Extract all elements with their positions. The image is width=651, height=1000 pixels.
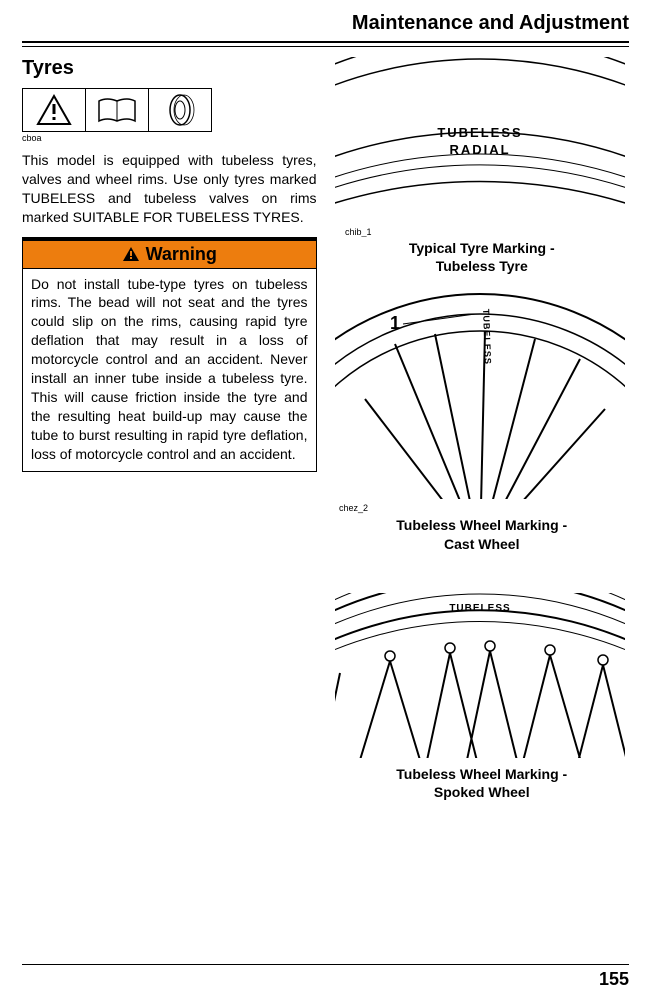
figure-caption: Tubeless Wheel Marking - Spoked Wheel <box>335 765 630 801</box>
warning-label: Warning <box>146 244 217 265</box>
content-columns: Tyres <box>22 57 629 815</box>
symbol-strip <box>22 88 212 132</box>
header-rule-thin <box>22 46 629 47</box>
page-header-title: Maintenance and Adjustment <box>22 12 629 41</box>
cast-wheel-marking-text: TUBELESS <box>481 309 493 365</box>
warning-box: Warning Do not install tube-type tyres o… <box>22 237 317 473</box>
footer-rule <box>22 964 629 965</box>
section-title: Tyres <box>22 57 317 80</box>
symbol-strip-caption: cboa <box>22 133 317 143</box>
figure-code: chib_1 <box>345 227 372 237</box>
left-column: Tyres <box>22 57 317 815</box>
figure-tyre-marking: TUBELESS RADIAL chib_1 Typical Tyre Mark… <box>335 57 630 275</box>
warning-header: Warning <box>23 238 316 269</box>
warning-triangle-icon <box>122 246 140 262</box>
figure-caption: Typical Tyre Marking - Tubeless Tyre <box>335 239 630 275</box>
spoked-wheel-marking-text: TUBELESS <box>449 603 510 614</box>
spoked-wheel-illustration: TUBELESS <box>335 593 625 763</box>
callout-number: 1 <box>390 313 400 333</box>
figure-caption: Tubeless Wheel Marking - Cast Wheel <box>335 516 630 552</box>
warning-text: Do not install tube-type tyres on tubele… <box>23 269 316 472</box>
figure-cast-wheel: TUBELESS 1 chez_2 Tubeless Wheel Marking… <box>335 289 630 552</box>
tyre-marking-illustration: TUBELESS RADIAL chib_1 <box>335 57 625 237</box>
figure-spoked-wheel: TUBELESS <box>335 593 630 801</box>
warning-triangle-icon <box>23 89 86 131</box>
page-footer: 155 <box>22 964 629 990</box>
page-number: 155 <box>22 969 629 990</box>
right-column: TUBELESS RADIAL chib_1 Typical Tyre Mark… <box>335 57 630 815</box>
header-rule-thick <box>22 41 629 43</box>
cast-wheel-illustration: TUBELESS 1 chez_2 <box>335 289 625 514</box>
tyre-icon <box>149 89 211 131</box>
figure-code: chez_2 <box>339 503 368 513</box>
manual-book-icon <box>86 89 149 131</box>
intro-paragraph: This model is equipped with tubeless tyr… <box>22 151 317 227</box>
